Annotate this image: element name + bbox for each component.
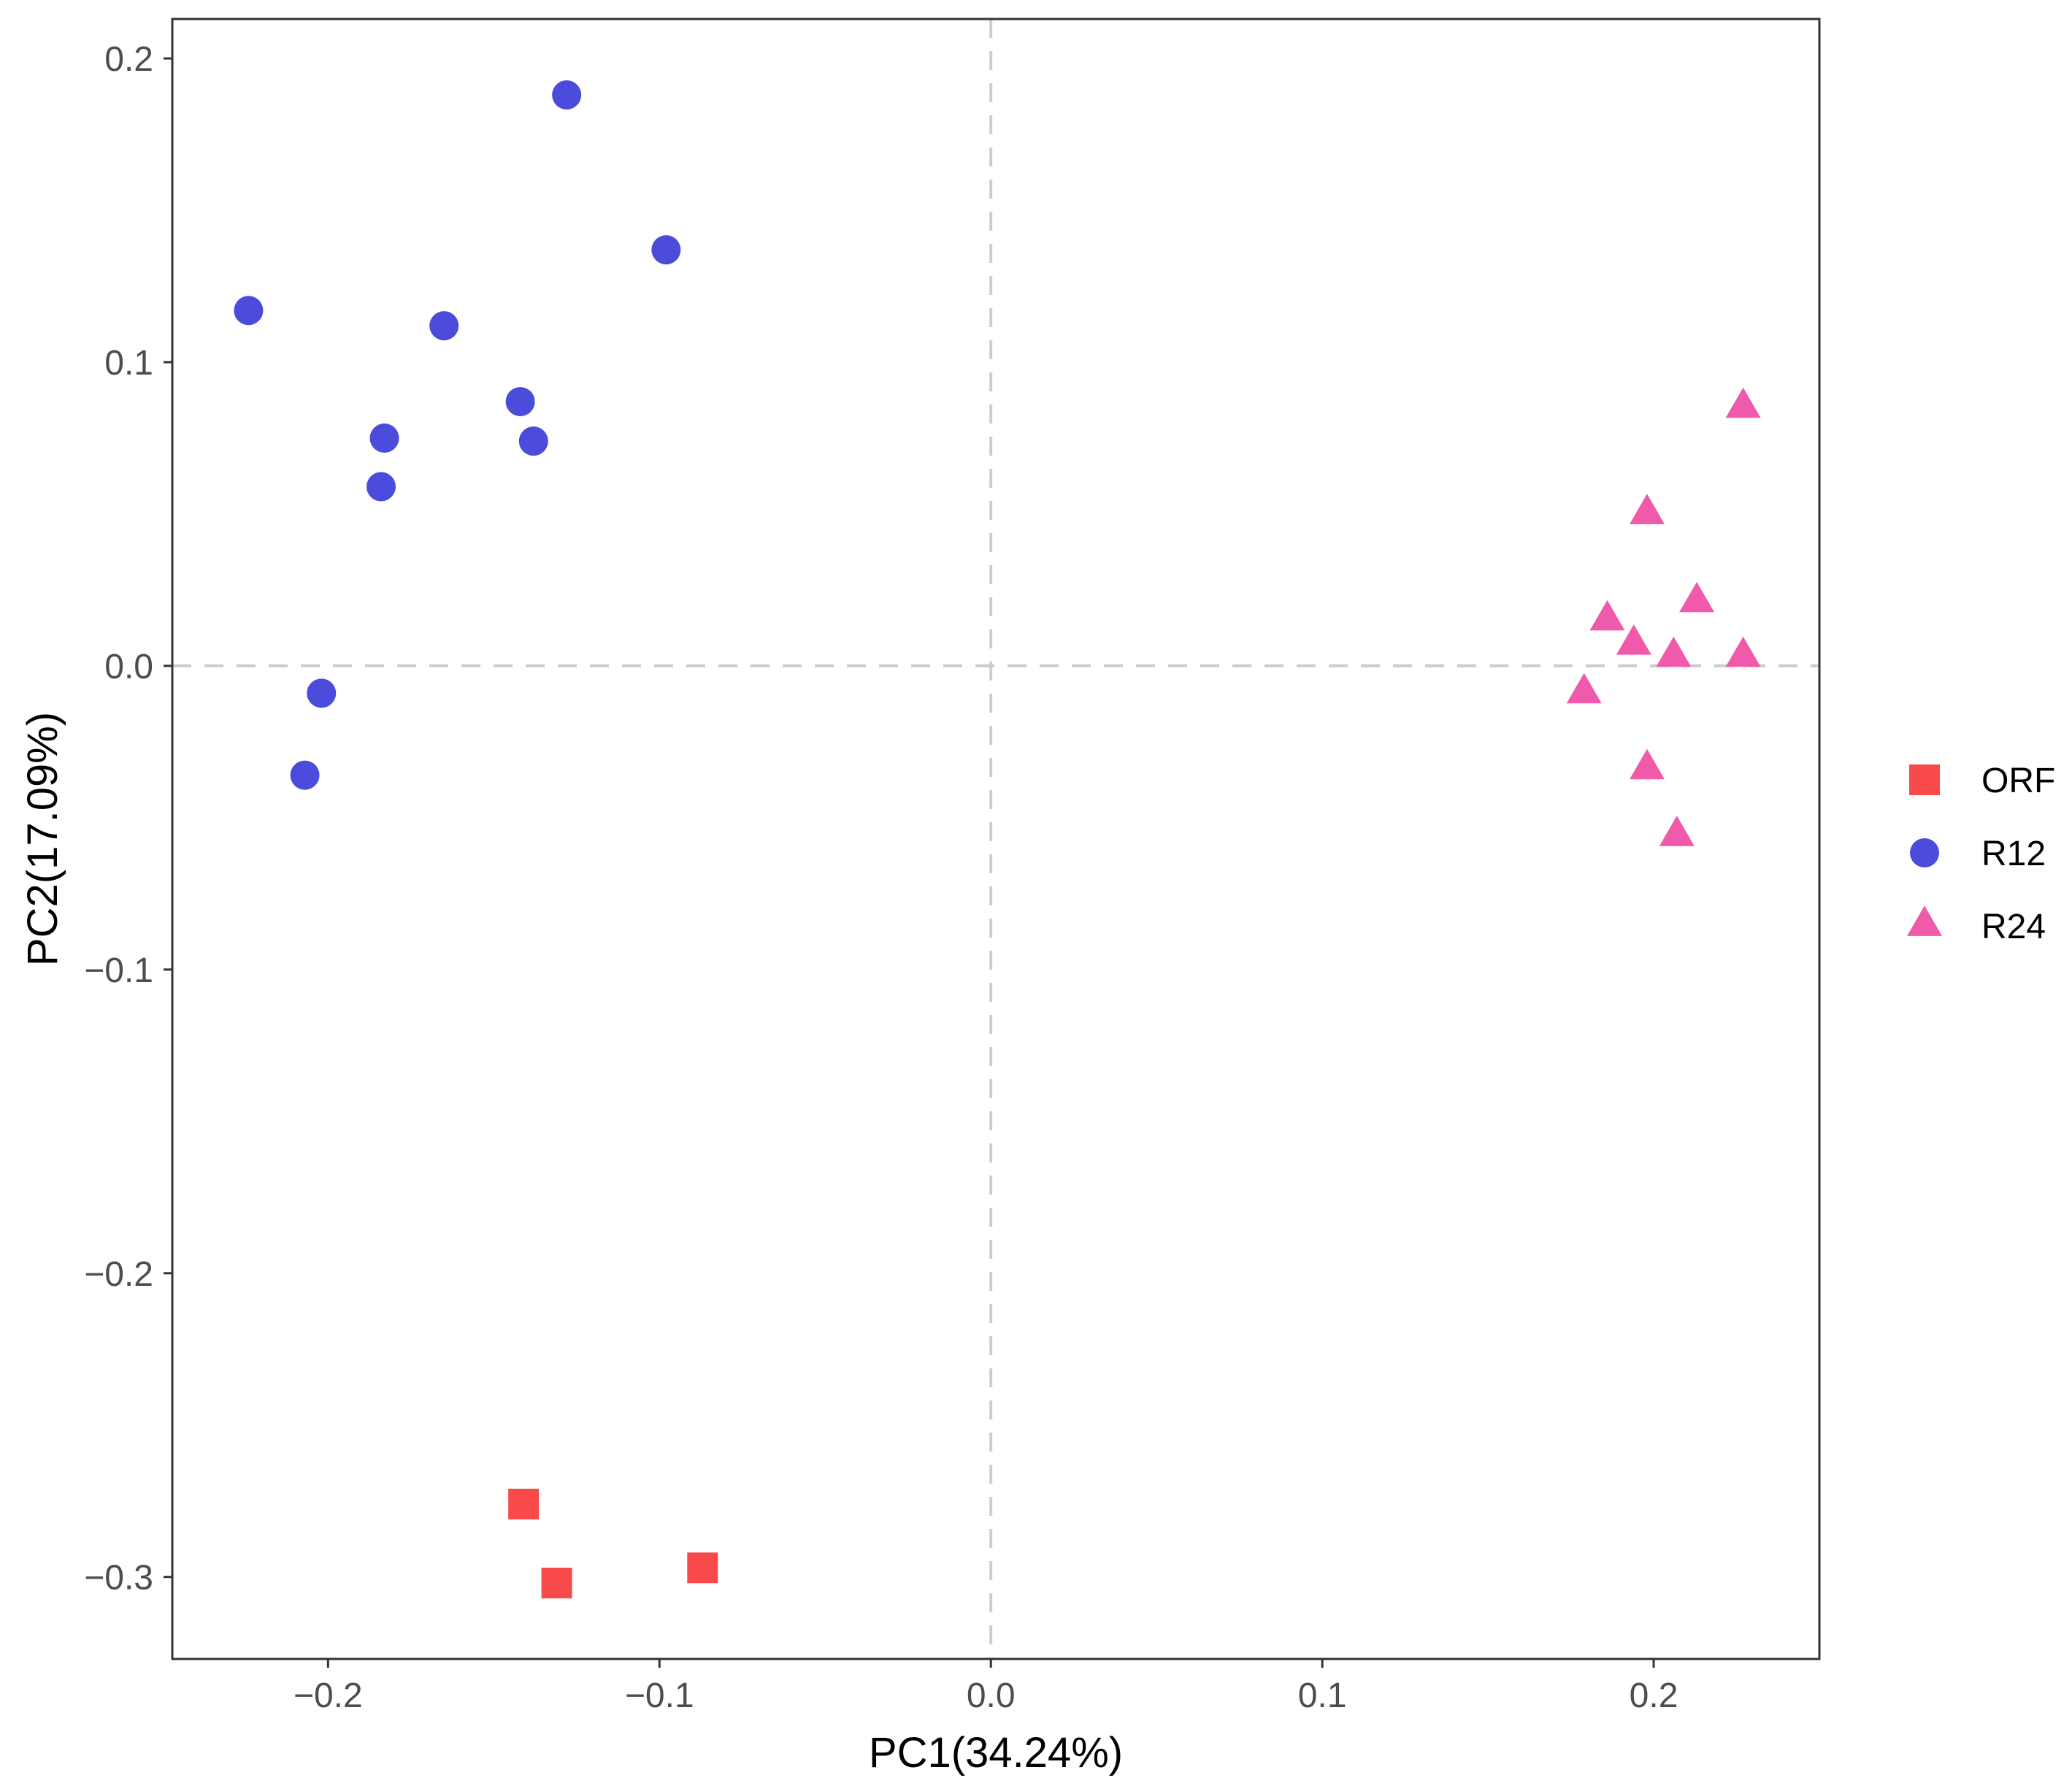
- y-tick-label: 0.1: [104, 344, 153, 383]
- r24-point: [1659, 816, 1695, 846]
- r24-point: [1725, 387, 1761, 418]
- r24-point: [1725, 636, 1761, 667]
- r12-point: [651, 235, 681, 265]
- r12-point: [505, 387, 535, 417]
- x-axis-ticks: −0.2 −0.1 0.0 0.1 0.2: [293, 1659, 1678, 1715]
- legend: ORF R12 R24: [1907, 762, 2055, 946]
- x-tick-label: 0.2: [1630, 1676, 1678, 1715]
- orf-point: [508, 1488, 540, 1519]
- r12-point: [518, 426, 548, 456]
- x-tick-label: −0.2: [293, 1676, 363, 1715]
- x-tick-label: −0.1: [625, 1676, 694, 1715]
- legend-r24-marker: [1907, 905, 1942, 936]
- r24-point: [1616, 624, 1651, 655]
- x-tick-label: 0.1: [1298, 1676, 1347, 1715]
- r24-point: [1589, 599, 1625, 631]
- r24-point: [1629, 748, 1665, 780]
- y-axis-ticks: −0.3 −0.2 −0.1 0.0 0.1 0.2: [84, 40, 172, 1598]
- r12-point: [366, 472, 396, 502]
- y-tick-label: 0.0: [104, 648, 153, 686]
- orf-point: [687, 1552, 718, 1584]
- legend-orf-label: ORF: [1981, 762, 2055, 800]
- r24-point: [1656, 636, 1692, 667]
- legend-r12-label: R12: [1981, 835, 2046, 873]
- r12-point: [369, 423, 399, 453]
- y-tick-label: −0.1: [84, 951, 153, 990]
- r12-point: [234, 296, 264, 326]
- r24-point: [1566, 672, 1602, 704]
- r12-point: [307, 678, 337, 708]
- x-tick-label: 0.0: [967, 1676, 1016, 1715]
- r24-point: [1629, 494, 1665, 524]
- legend-orf-marker: [1909, 764, 1940, 795]
- data-points: [234, 80, 1761, 1599]
- y-tick-label: −0.2: [84, 1255, 153, 1294]
- x-axis-title: PC1(34.24%): [869, 1729, 1123, 1777]
- y-tick-label: −0.3: [84, 1559, 153, 1598]
- y-axis-title: PC2(17.09%): [19, 712, 66, 966]
- r24-point: [1679, 581, 1715, 613]
- reference-lines: [172, 19, 1819, 1659]
- panel-border: [171, 18, 1821, 1660]
- legend-r24-label: R24: [1981, 908, 2046, 946]
- r12-point: [290, 760, 320, 790]
- r12-point: [552, 80, 582, 110]
- r12-point: [429, 311, 459, 341]
- y-tick-label: 0.2: [104, 40, 153, 79]
- orf-point: [541, 1568, 572, 1599]
- legend-r12-marker: [1910, 838, 1939, 867]
